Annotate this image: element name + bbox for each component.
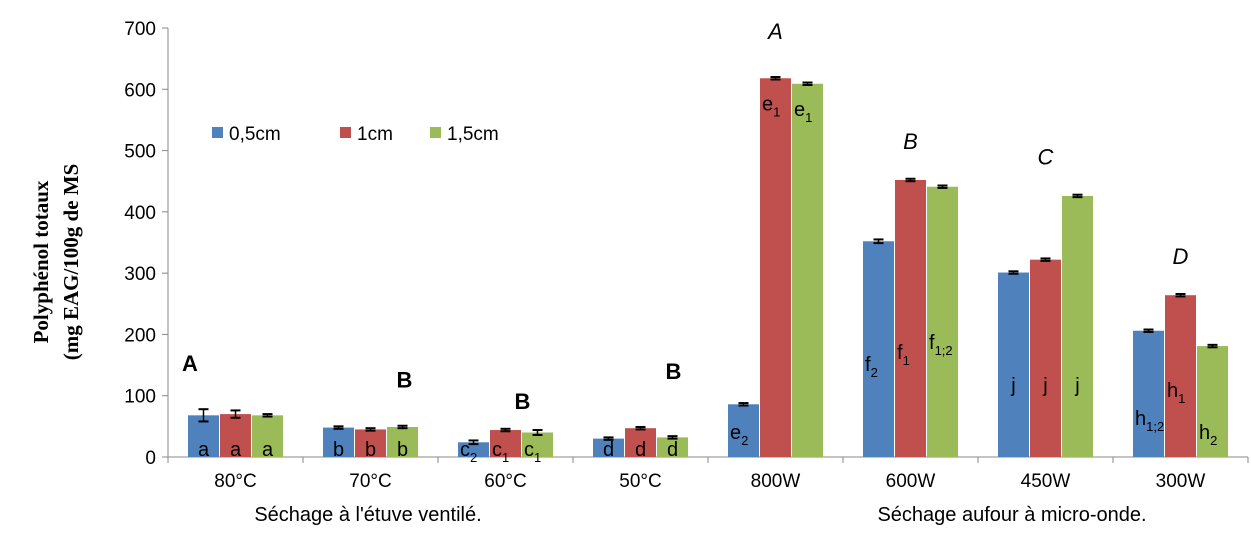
bar-letter-label: j — [1042, 375, 1047, 397]
bar-letter-label: d — [635, 439, 646, 461]
x-tick-label: 80°C — [214, 471, 256, 492]
y-tick-label: 200 — [124, 325, 156, 346]
y-tick-label: 300 — [124, 264, 156, 285]
bar — [355, 429, 386, 457]
y-tick-label: 400 — [124, 203, 156, 224]
y-tick-label: 100 — [124, 387, 156, 408]
bar — [895, 179, 926, 457]
bar-letter-label: b — [365, 439, 376, 461]
x-tick-label: 300W — [1156, 471, 1206, 492]
group-letter: A — [766, 19, 783, 44]
group-letter: D — [1173, 244, 1189, 269]
bar — [252, 415, 283, 457]
x-tick-label: 450W — [1021, 471, 1071, 492]
bar — [1197, 346, 1228, 457]
bar-letter-label: e2 — [730, 422, 748, 448]
group-letter: B — [903, 129, 918, 154]
x-group-title: Séchage aufour à micro-onde. — [877, 504, 1146, 526]
bar — [792, 83, 823, 458]
group-letter: B — [666, 359, 682, 384]
bar-letter-label: c1 — [492, 439, 509, 465]
bar-letter-label: b — [333, 439, 344, 461]
bar — [387, 426, 418, 457]
bar-letter-label: h2 — [1199, 422, 1217, 448]
y-axis: 0 100 200 300 400 500 600 700 — [124, 19, 169, 469]
group-letter: A — [182, 351, 198, 376]
legend-label: 1cm — [357, 124, 393, 145]
bar — [625, 428, 656, 457]
bar — [220, 414, 251, 457]
x-tick-label: 60°C — [484, 471, 526, 492]
bar — [323, 427, 354, 457]
y-tick-label: 700 — [124, 19, 156, 40]
bar-letter-label: b — [397, 439, 408, 461]
bar-letter-label: j — [1010, 375, 1015, 397]
group-letters: A B B B A B C D — [182, 19, 1189, 414]
bar — [728, 404, 759, 457]
bar-letter-label: c2 — [460, 439, 477, 465]
bar-letter-label: f1;2 — [929, 332, 953, 358]
axis-titles: Polyphénol totaux (mg EAG/100g de MS Sécha… — [29, 164, 1147, 526]
bar-letter-label: a — [198, 439, 210, 461]
legend-label: 0,5cm — [229, 124, 281, 145]
bar-letter-label: a — [262, 439, 274, 461]
bar — [760, 78, 791, 458]
bar — [927, 186, 958, 458]
legend-swatch — [340, 127, 351, 138]
bars — [188, 78, 1228, 458]
bar — [657, 437, 688, 457]
legend-label: 1,5cm — [447, 124, 499, 145]
y-axis-title: Polyphénol totaux (mg EAG/100g de MS — [29, 164, 83, 361]
bar-letter-label: h1;2 — [1135, 408, 1164, 434]
error-bars — [198, 76, 1218, 446]
bar-letter-label: e1 — [762, 93, 780, 119]
y-tick-label: 0 — [145, 448, 156, 469]
bar — [998, 272, 1029, 457]
bar-letter-label: j — [1074, 375, 1079, 397]
group-letter: B — [397, 368, 413, 393]
bar-letter-label: f1 — [897, 342, 910, 368]
x-tick-label: 50°C — [619, 471, 661, 492]
bar — [522, 432, 553, 457]
bar — [1062, 195, 1093, 457]
legend-swatch — [212, 127, 223, 138]
bar — [1030, 259, 1061, 457]
bar-letter-label: a — [230, 439, 242, 461]
bar — [490, 430, 521, 457]
group-letter: C — [1038, 145, 1054, 170]
bar-letter-label: d — [667, 439, 678, 461]
bar-letter-labels: a b c2 d e2 f2 j h1;2 a b c1 d e1 f1 j h1 a b c1 d e1 f1;2 j h2 — [198, 93, 1217, 465]
bar-letter-label: e1 — [794, 99, 812, 125]
bar-letter-label: c1 — [524, 439, 541, 465]
bar — [863, 241, 894, 457]
legend-swatch — [430, 127, 441, 138]
bar — [1133, 330, 1164, 457]
x-tick-label: 600W — [886, 471, 936, 492]
bar-letter-label: h1 — [1167, 380, 1185, 406]
y-tick-label: 600 — [124, 80, 156, 101]
x-tick-label: 800W — [751, 471, 801, 492]
x-tick-label: 70°C — [349, 471, 391, 492]
bar — [458, 442, 489, 457]
legend: 0,5cm 1cm 1,5cm — [212, 124, 499, 145]
x-group-title: Séchage à l'étuve ventilé. — [254, 504, 481, 526]
bar-letter-label: d — [603, 439, 614, 461]
bar — [1165, 295, 1196, 457]
y-tick-label: 500 — [124, 142, 156, 163]
bar — [593, 438, 624, 457]
group-letter: B — [515, 389, 531, 414]
bar-letter-label: f2 — [865, 354, 878, 380]
x-axis: 80°C 70°C 60°C 50°C 800W 600W 450W 300W — [167, 456, 1249, 492]
